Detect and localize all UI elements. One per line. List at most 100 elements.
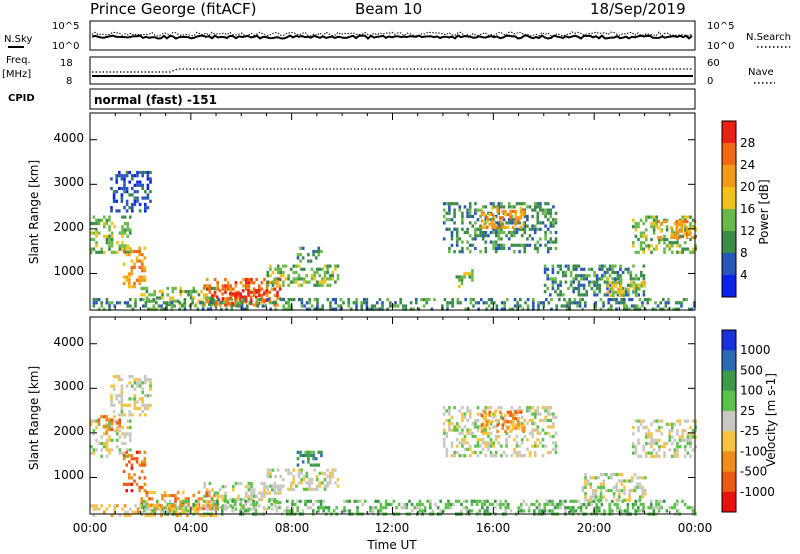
data-cell: [638, 284, 641, 288]
data-cell: [471, 431, 475, 435]
data-cell: [676, 448, 679, 452]
data-cell: [630, 281, 633, 285]
data-cell: [444, 506, 448, 510]
data-cell: [141, 170, 144, 175]
data-cell: [551, 499, 554, 503]
data-cell: [517, 417, 520, 421]
data-cell: [129, 419, 132, 423]
data-cell: [334, 280, 337, 284]
data-cell: [300, 468, 303, 472]
data-cell: [446, 307, 449, 311]
data-cell: [476, 425, 480, 429]
data-cell: [269, 267, 272, 271]
data-cell: [166, 286, 169, 290]
data-cell: [509, 509, 513, 513]
data-cell: [100, 218, 103, 222]
data-cell: [138, 463, 141, 467]
data-cell: [577, 293, 581, 297]
data-cell: [681, 499, 684, 503]
data-cell: [668, 247, 671, 251]
data-cell: [128, 253, 131, 257]
data-cell: [522, 499, 526, 503]
data-cell: [670, 236, 673, 240]
data-cell: [559, 506, 562, 510]
data-cell: [240, 304, 244, 308]
data-cell: [265, 491, 269, 495]
data-cell: [138, 406, 142, 411]
data-cell: [97, 298, 101, 302]
data-cell: [480, 213, 484, 217]
data-cell: [165, 304, 168, 308]
data-cell: [471, 243, 475, 247]
data-cell: [665, 220, 668, 224]
data-cell: [574, 509, 578, 513]
data-cell: [525, 502, 528, 507]
data-cell: [211, 501, 214, 505]
data-cell: [302, 487, 306, 491]
noise-right-tick-top: 10^5: [707, 21, 734, 32]
data-cell: [468, 221, 472, 225]
data-cell: [445, 227, 449, 231]
data-cell: [628, 498, 631, 502]
x-axis-label: Time UT: [366, 538, 417, 552]
data-cell: [631, 489, 634, 493]
data-cell: [526, 438, 529, 442]
data-cell: [313, 283, 316, 287]
data-cell: [680, 301, 683, 305]
data-cell: [501, 417, 505, 421]
data-cell: [100, 448, 103, 452]
data-cell: [152, 298, 155, 302]
data-cell: [612, 485, 616, 489]
data-cell: [655, 221, 658, 226]
data-cell: [575, 277, 578, 281]
data-cell: [123, 413, 126, 417]
data-cell: [276, 290, 279, 294]
data-cell: [181, 304, 184, 308]
data-cell: [637, 225, 640, 229]
data-cell: [680, 220, 684, 224]
data-cell: [105, 422, 109, 426]
data-cell: [403, 502, 406, 507]
data-cell: [245, 485, 248, 489]
data-cell: [108, 427, 111, 432]
data-cell: [115, 180, 118, 184]
data-cell: [260, 300, 264, 304]
data-cell: [609, 281, 612, 285]
data-cell: [146, 183, 150, 187]
colorbar-tick-label: 8: [740, 246, 748, 260]
data-cell: [212, 301, 215, 305]
data-cell: [265, 485, 269, 489]
data-cell: [549, 246, 553, 251]
data-cell: [634, 419, 638, 423]
data-cell: [628, 492, 631, 496]
data-cell: [580, 283, 583, 287]
data-cell: [133, 202, 137, 207]
data-cell: [564, 274, 568, 278]
data-cell: [483, 423, 486, 427]
data-cell: [691, 432, 695, 436]
data-cell: [642, 445, 645, 449]
data-cell: [259, 298, 262, 302]
data-cell: [618, 509, 622, 513]
data-cell: [105, 441, 109, 446]
data-cell: [624, 293, 627, 297]
data-cell: [556, 264, 560, 268]
data-cell: [589, 476, 592, 480]
data-cell: [686, 506, 689, 510]
data-cell: [189, 290, 193, 294]
data-cell: [120, 406, 124, 411]
data-cell: [206, 284, 209, 288]
data-cell: [544, 202, 547, 206]
data-cell: [296, 499, 299, 503]
data-cell: [645, 218, 648, 222]
data-cell: [504, 420, 507, 424]
data-cell: [219, 303, 222, 307]
data-cell: [278, 491, 282, 495]
data-cell: [266, 298, 270, 302]
noise-right-tick-bottom: 10^0: [707, 41, 734, 52]
data-cell: [682, 298, 686, 302]
data-cell: [517, 426, 520, 430]
data-cell: [577, 499, 580, 503]
data-cell: [644, 489, 647, 493]
data-cell: [202, 286, 206, 290]
